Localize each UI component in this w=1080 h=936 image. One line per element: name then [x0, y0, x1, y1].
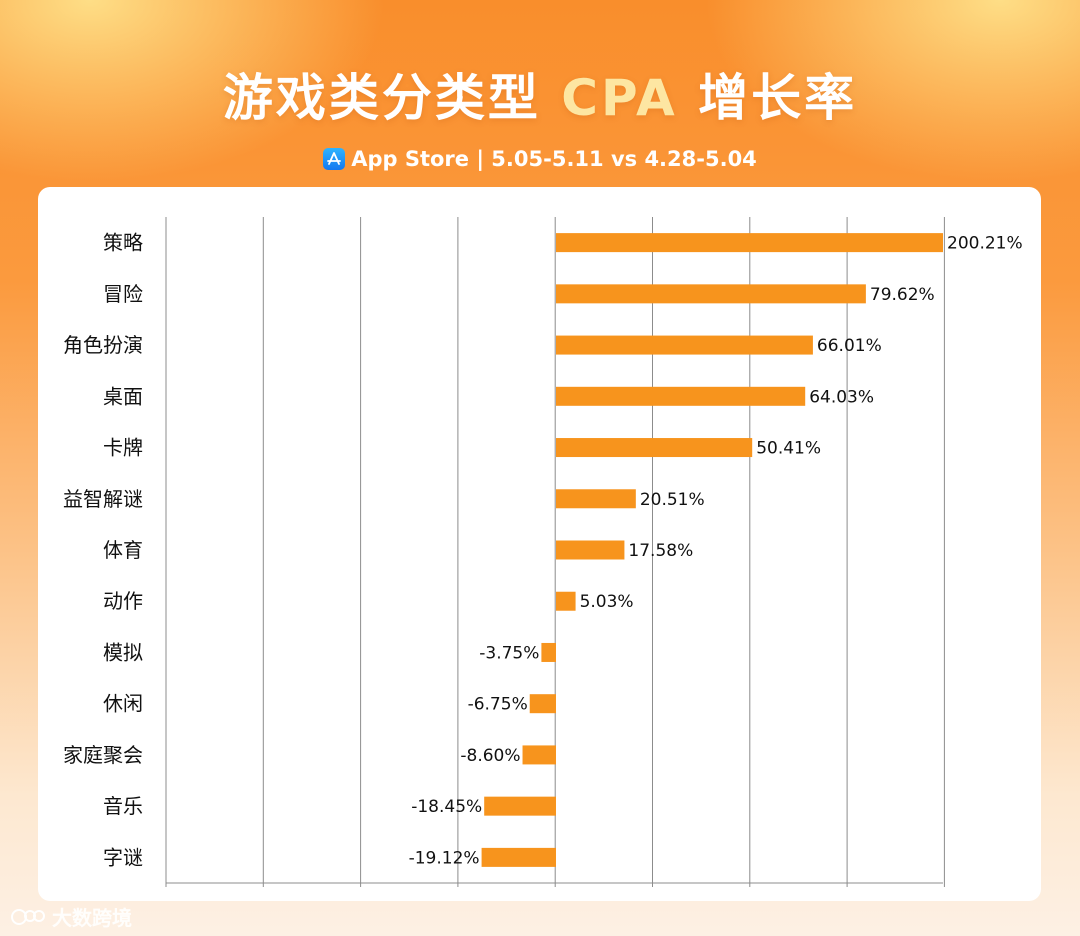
- category-label: 休闲: [103, 692, 143, 716]
- category-label: 家庭聚会: [63, 743, 143, 767]
- bar: [529, 694, 556, 714]
- category-label: 益智解谜: [63, 487, 143, 511]
- bar: [556, 438, 753, 458]
- bar: [481, 847, 556, 867]
- data-label: -18.45%: [411, 797, 482, 817]
- title-prefix: 游戏类分类型: [222, 69, 541, 127]
- bar: [556, 489, 636, 509]
- category-label: 角色扮演: [63, 333, 143, 357]
- subtitle-text: App Store | 5.05-5.11 vs 4.28-5.04: [351, 147, 757, 171]
- watermark: 大数跨境: [10, 902, 132, 930]
- bar: [556, 335, 813, 355]
- bar: [541, 642, 556, 662]
- bar: [556, 591, 576, 611]
- category-label: 音乐: [103, 794, 143, 818]
- bar: [484, 796, 556, 816]
- data-label: 66.01%: [817, 336, 882, 356]
- data-label: -19.12%: [409, 848, 480, 868]
- category-label: 冒险: [103, 282, 143, 306]
- category-label: 桌面: [103, 384, 143, 408]
- chart-card: 策略 200.21% 冒险 79.62% 角色扮演 66.01% 桌面 64.03% 卡牌 50.…: [38, 187, 1041, 901]
- data-label: -3.75%: [479, 643, 539, 663]
- page-title: 游戏类分类型 CPA 增长率: [0, 58, 1080, 130]
- data-label: 5.03%: [580, 592, 634, 612]
- data-label: 20.51%: [640, 490, 705, 510]
- category-label: 模拟: [103, 640, 143, 664]
- data-label: 17.58%: [628, 541, 693, 561]
- title-suffix: 增长率: [698, 69, 858, 127]
- bar: [522, 745, 556, 765]
- app-store-icon: [323, 148, 346, 170]
- data-label: 50.41%: [756, 439, 821, 459]
- subtitle: App Store | 5.05-5.11 vs 4.28-5.04: [0, 147, 1080, 171]
- data-label: 200.21%: [947, 234, 1023, 254]
- category-label: 策略: [103, 231, 143, 255]
- data-label: -8.60%: [460, 746, 520, 766]
- data-label: 79.62%: [870, 285, 935, 305]
- bar: [556, 233, 943, 253]
- watermark-logo-icon: [11, 909, 45, 925]
- category-label: 字谜: [103, 845, 143, 869]
- category-label: 动作: [103, 589, 143, 613]
- data-label: -6.75%: [468, 695, 528, 715]
- bar: [556, 386, 806, 406]
- data-label: 64.03%: [809, 387, 874, 407]
- title-accent: CPA: [561, 69, 678, 127]
- watermark-text: 大数跨境: [52, 905, 132, 930]
- bar-chart: 策略 200.21% 冒险 79.62% 角色扮演 66.01% 桌面 64.03% 卡牌 50.…: [63, 217, 1023, 887]
- category-label: 卡牌: [103, 436, 143, 460]
- bar: [556, 284, 866, 304]
- bar: [556, 540, 625, 560]
- category-label: 体育: [103, 538, 143, 562]
